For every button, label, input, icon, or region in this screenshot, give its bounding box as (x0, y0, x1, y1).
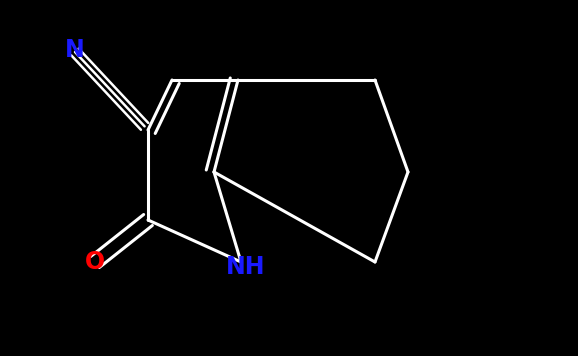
Text: NH: NH (226, 255, 266, 279)
Text: N: N (65, 38, 85, 62)
Text: O: O (85, 250, 105, 274)
